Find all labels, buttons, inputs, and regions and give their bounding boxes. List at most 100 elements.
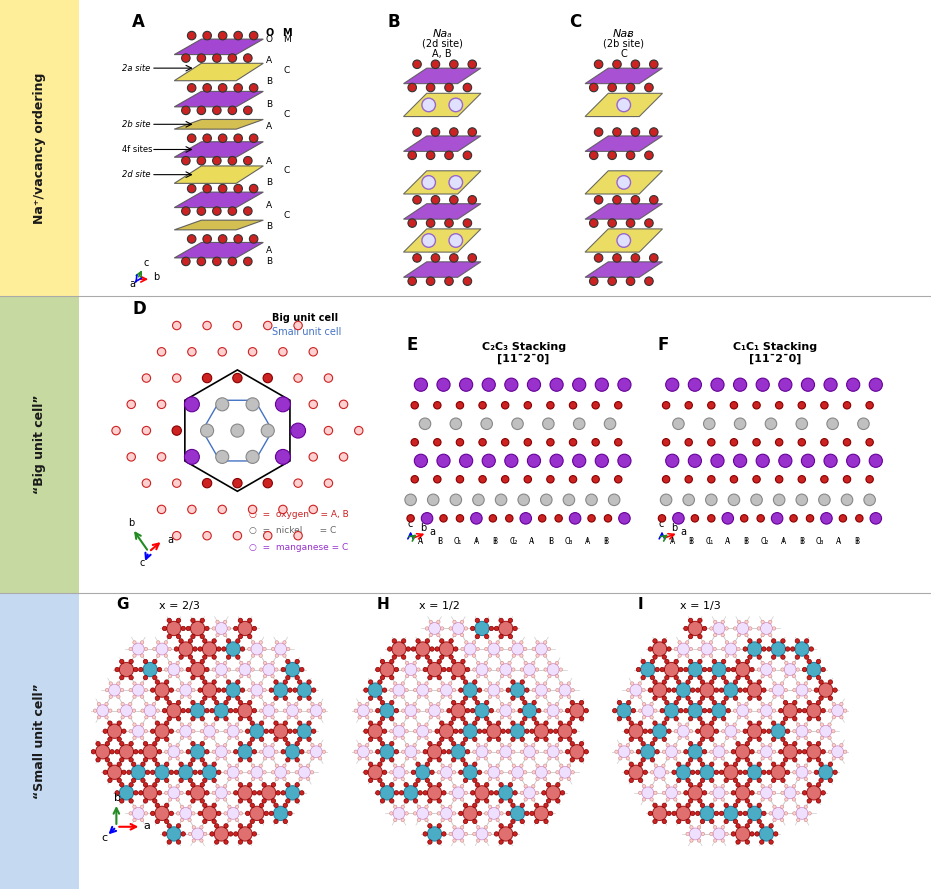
Circle shape (648, 688, 653, 693)
Circle shape (673, 513, 684, 525)
Circle shape (803, 790, 807, 795)
Circle shape (713, 785, 717, 788)
Circle shape (405, 661, 409, 665)
Circle shape (192, 688, 196, 692)
Circle shape (466, 709, 470, 713)
Circle shape (428, 622, 440, 635)
Polygon shape (585, 93, 663, 116)
Circle shape (686, 696, 690, 701)
Circle shape (653, 724, 667, 739)
Circle shape (287, 771, 290, 774)
Circle shape (666, 787, 678, 799)
Text: 2b site: 2b site (122, 120, 151, 129)
Circle shape (700, 778, 705, 782)
Circle shape (760, 827, 774, 841)
Circle shape (686, 762, 690, 766)
Circle shape (795, 638, 800, 643)
Circle shape (662, 655, 667, 660)
Circle shape (818, 494, 830, 506)
Circle shape (439, 638, 444, 643)
Circle shape (505, 454, 518, 468)
Circle shape (238, 703, 252, 717)
Circle shape (127, 770, 131, 774)
Circle shape (389, 757, 394, 762)
Circle shape (276, 654, 278, 657)
Circle shape (144, 716, 148, 719)
Circle shape (698, 647, 701, 651)
Circle shape (271, 702, 275, 706)
Circle shape (188, 736, 191, 740)
Circle shape (488, 832, 492, 836)
Circle shape (394, 818, 397, 821)
Circle shape (394, 805, 397, 808)
Circle shape (214, 827, 228, 841)
Text: A, B: A, B (432, 49, 452, 59)
Circle shape (676, 806, 691, 821)
Circle shape (417, 668, 420, 671)
Circle shape (584, 749, 588, 754)
Circle shape (181, 723, 183, 726)
Circle shape (358, 757, 361, 760)
Circle shape (807, 786, 821, 800)
Circle shape (463, 219, 472, 228)
Circle shape (413, 675, 416, 677)
Circle shape (755, 832, 760, 837)
Circle shape (192, 828, 204, 840)
Circle shape (547, 743, 551, 747)
Circle shape (439, 515, 447, 522)
Circle shape (217, 811, 221, 815)
Circle shape (820, 736, 824, 740)
Circle shape (827, 418, 839, 429)
Text: Big unit cell: Big unit cell (273, 313, 339, 323)
Circle shape (780, 695, 784, 699)
Circle shape (771, 724, 786, 739)
Circle shape (176, 717, 181, 721)
Circle shape (437, 378, 450, 391)
Circle shape (676, 683, 691, 697)
Circle shape (832, 757, 835, 760)
Circle shape (263, 702, 266, 706)
Circle shape (761, 705, 773, 717)
Circle shape (534, 724, 548, 739)
Circle shape (309, 505, 317, 514)
Circle shape (97, 705, 109, 717)
Circle shape (714, 729, 719, 733)
Text: C₂: C₂ (509, 537, 518, 546)
Circle shape (522, 703, 536, 717)
Circle shape (119, 798, 124, 803)
Circle shape (762, 811, 766, 815)
Circle shape (461, 701, 466, 705)
Text: A: A (725, 537, 731, 546)
Circle shape (714, 770, 719, 774)
Circle shape (238, 635, 243, 638)
Circle shape (489, 709, 493, 713)
Circle shape (757, 750, 761, 754)
Circle shape (737, 633, 740, 637)
Circle shape (786, 647, 789, 652)
Circle shape (735, 662, 749, 677)
Text: A: A (266, 122, 272, 131)
Circle shape (203, 84, 211, 92)
Text: B: B (437, 537, 442, 546)
Circle shape (506, 515, 513, 522)
Circle shape (724, 696, 728, 701)
Circle shape (570, 757, 574, 762)
Circle shape (441, 682, 444, 685)
Circle shape (842, 494, 853, 506)
Circle shape (293, 729, 297, 733)
Circle shape (636, 749, 641, 754)
Circle shape (445, 276, 453, 285)
Circle shape (176, 797, 180, 801)
Circle shape (685, 402, 693, 409)
Circle shape (748, 638, 752, 643)
Circle shape (644, 84, 654, 92)
Circle shape (536, 695, 539, 699)
Text: x = 1/3: x = 1/3 (680, 601, 721, 611)
Text: F: F (658, 336, 669, 354)
Circle shape (223, 717, 228, 721)
Text: A: A (418, 537, 424, 546)
Circle shape (544, 695, 546, 699)
Circle shape (459, 811, 463, 815)
Circle shape (198, 647, 202, 652)
Circle shape (686, 680, 690, 685)
